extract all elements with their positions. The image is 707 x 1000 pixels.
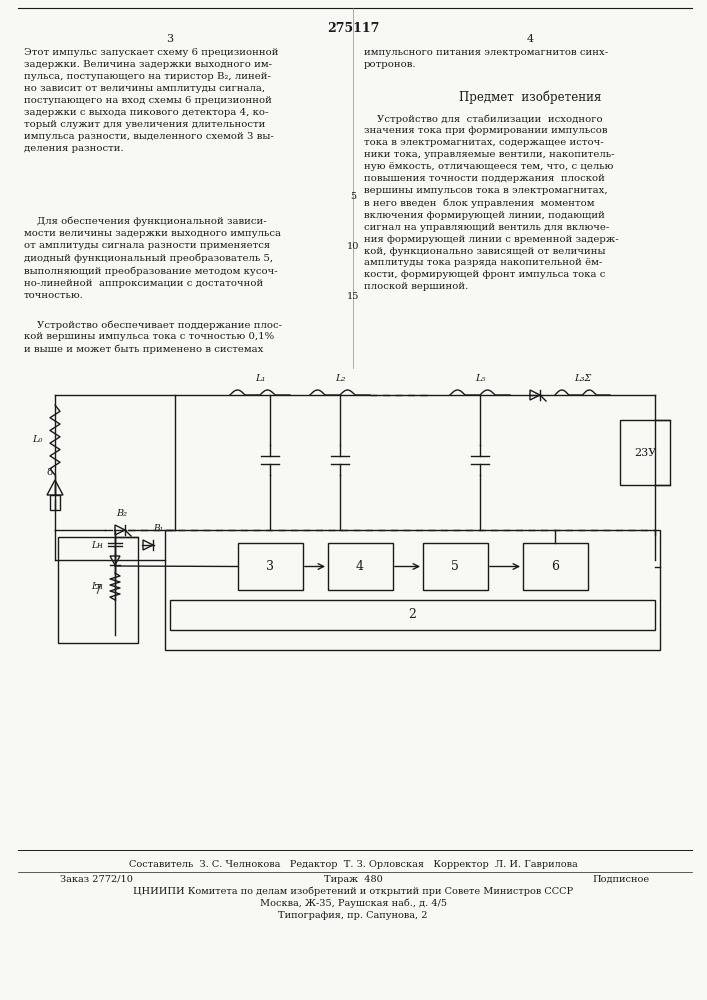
Text: L₀: L₀ xyxy=(33,436,43,444)
Text: 10: 10 xyxy=(347,242,359,251)
Bar xyxy=(523,543,588,590)
Text: 7: 7 xyxy=(94,584,102,596)
Text: Для обеспечения функциональной зависи-
мости величины задержки выходного импульс: Для обеспечения функциональной зависи- м… xyxy=(24,217,281,300)
Text: B₁: B₁ xyxy=(153,524,163,533)
Bar xyxy=(620,420,670,485)
Text: B₂: B₂ xyxy=(116,509,127,518)
Text: L₅: L₅ xyxy=(475,374,485,383)
Text: 5: 5 xyxy=(350,192,356,201)
Bar xyxy=(50,495,60,510)
Text: импульсного питания электромагнитов синх-
ротронов.: импульсного питания электромагнитов синх… xyxy=(364,48,608,69)
Text: Lн: Lн xyxy=(91,582,103,591)
Text: 2: 2 xyxy=(409,608,416,621)
Text: 6: 6 xyxy=(551,560,559,573)
Bar xyxy=(58,537,138,643)
Text: L₁: L₁ xyxy=(255,374,265,383)
Text: Типография, пр. Сапунова, 2: Типография, пр. Сапунова, 2 xyxy=(279,911,428,920)
Text: ЦНИИПИ Комитета по делам изобретений и открытий при Совете Министров СССР: ЦНИИПИ Комитета по делам изобретений и о… xyxy=(133,887,573,896)
Text: Составитель  З. С. Челнокова   Редактор  Т. З. Орловская   Корректор  Л. И. Гавр: Составитель З. С. Челнокова Редактор Т. … xyxy=(129,860,578,869)
Text: 3: 3 xyxy=(266,560,274,573)
Text: Устройство обеспечивает поддержание плос-
кой вершины импульса тока с точностью : Устройство обеспечивает поддержание плос… xyxy=(24,320,282,354)
Bar xyxy=(165,530,660,650)
Text: Заказ 2772/10: Заказ 2772/10 xyxy=(60,875,133,884)
Text: Тираж  480: Тираж 480 xyxy=(324,875,382,884)
Text: 5: 5 xyxy=(451,560,459,573)
Text: Москва, Ж-35, Раушская наб., д. 4/5: Москва, Ж-35, Раушская наб., д. 4/5 xyxy=(259,899,447,908)
Bar xyxy=(170,600,655,630)
Text: Этот импульс запускает схему 6 прецизионной
задержки. Величина задержки выходног: Этот импульс запускает схему 6 прецизион… xyxy=(24,48,279,153)
Bar xyxy=(238,543,303,590)
Text: Подписное: Подписное xyxy=(593,875,650,884)
Text: 275117: 275117 xyxy=(327,22,379,35)
Bar xyxy=(328,543,393,590)
Text: Предмет  изобретения: Предмет изобретения xyxy=(459,90,601,104)
Text: 3: 3 xyxy=(166,34,173,44)
Text: δ: δ xyxy=(47,468,53,477)
Text: L₃Σ: L₃Σ xyxy=(574,374,591,383)
Text: 23У: 23У xyxy=(634,448,656,458)
Text: L₂: L₂ xyxy=(335,374,345,383)
Text: 4: 4 xyxy=(527,34,534,44)
Text: 4: 4 xyxy=(356,560,364,573)
Bar xyxy=(423,543,488,590)
Text: Устройство для  стабилизации  исходного
значения тока при формировании импульсов: Устройство для стабилизации исходного зн… xyxy=(364,114,619,291)
Text: Lн: Lн xyxy=(91,540,103,550)
Text: 15: 15 xyxy=(347,292,359,301)
